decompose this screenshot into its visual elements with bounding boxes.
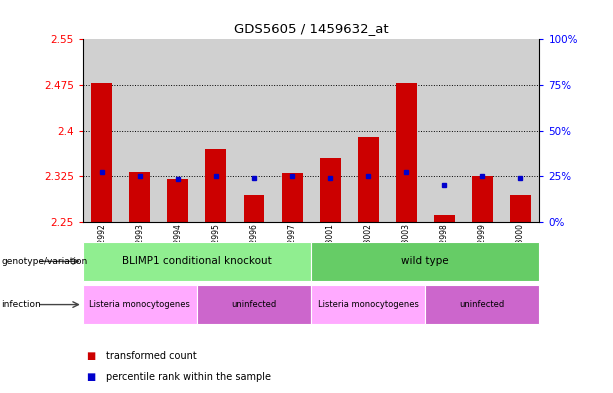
- Bar: [281, 173, 303, 222]
- Bar: [425, 39, 463, 222]
- Bar: [501, 39, 539, 222]
- Text: Listeria monocytogenes: Listeria monocytogenes: [318, 300, 419, 309]
- Bar: [311, 242, 539, 281]
- Bar: [121, 39, 159, 222]
- Bar: [396, 83, 417, 222]
- Bar: [472, 176, 493, 222]
- Bar: [235, 39, 273, 222]
- Bar: [167, 179, 188, 222]
- Bar: [273, 39, 311, 222]
- Bar: [159, 39, 197, 222]
- Text: BLIMP1 conditional knockout: BLIMP1 conditional knockout: [122, 256, 272, 266]
- Bar: [311, 285, 425, 324]
- Bar: [358, 137, 379, 222]
- Bar: [83, 242, 311, 281]
- Bar: [83, 285, 197, 324]
- Bar: [197, 39, 235, 222]
- Bar: [349, 39, 387, 222]
- Bar: [205, 149, 226, 222]
- Text: Listeria monocytogenes: Listeria monocytogenes: [89, 300, 190, 309]
- Bar: [319, 158, 341, 222]
- Bar: [387, 39, 425, 222]
- Text: percentile rank within the sample: percentile rank within the sample: [106, 372, 271, 382]
- Bar: [129, 172, 150, 222]
- Bar: [510, 195, 531, 222]
- Bar: [83, 39, 121, 222]
- Bar: [91, 83, 112, 222]
- Text: transformed count: transformed count: [106, 351, 197, 361]
- Bar: [434, 215, 455, 222]
- Text: genotype/variation: genotype/variation: [1, 257, 88, 266]
- Bar: [311, 39, 349, 222]
- Text: uninfected: uninfected: [460, 300, 505, 309]
- Title: GDS5605 / 1459632_at: GDS5605 / 1459632_at: [234, 22, 389, 35]
- Bar: [197, 285, 311, 324]
- Text: ■: ■: [86, 351, 95, 361]
- Text: ■: ■: [86, 372, 95, 382]
- Text: uninfected: uninfected: [231, 300, 276, 309]
- Text: wild type: wild type: [402, 256, 449, 266]
- Bar: [463, 39, 501, 222]
- Text: infection: infection: [1, 300, 41, 309]
- Bar: [243, 195, 264, 222]
- Bar: [425, 285, 539, 324]
